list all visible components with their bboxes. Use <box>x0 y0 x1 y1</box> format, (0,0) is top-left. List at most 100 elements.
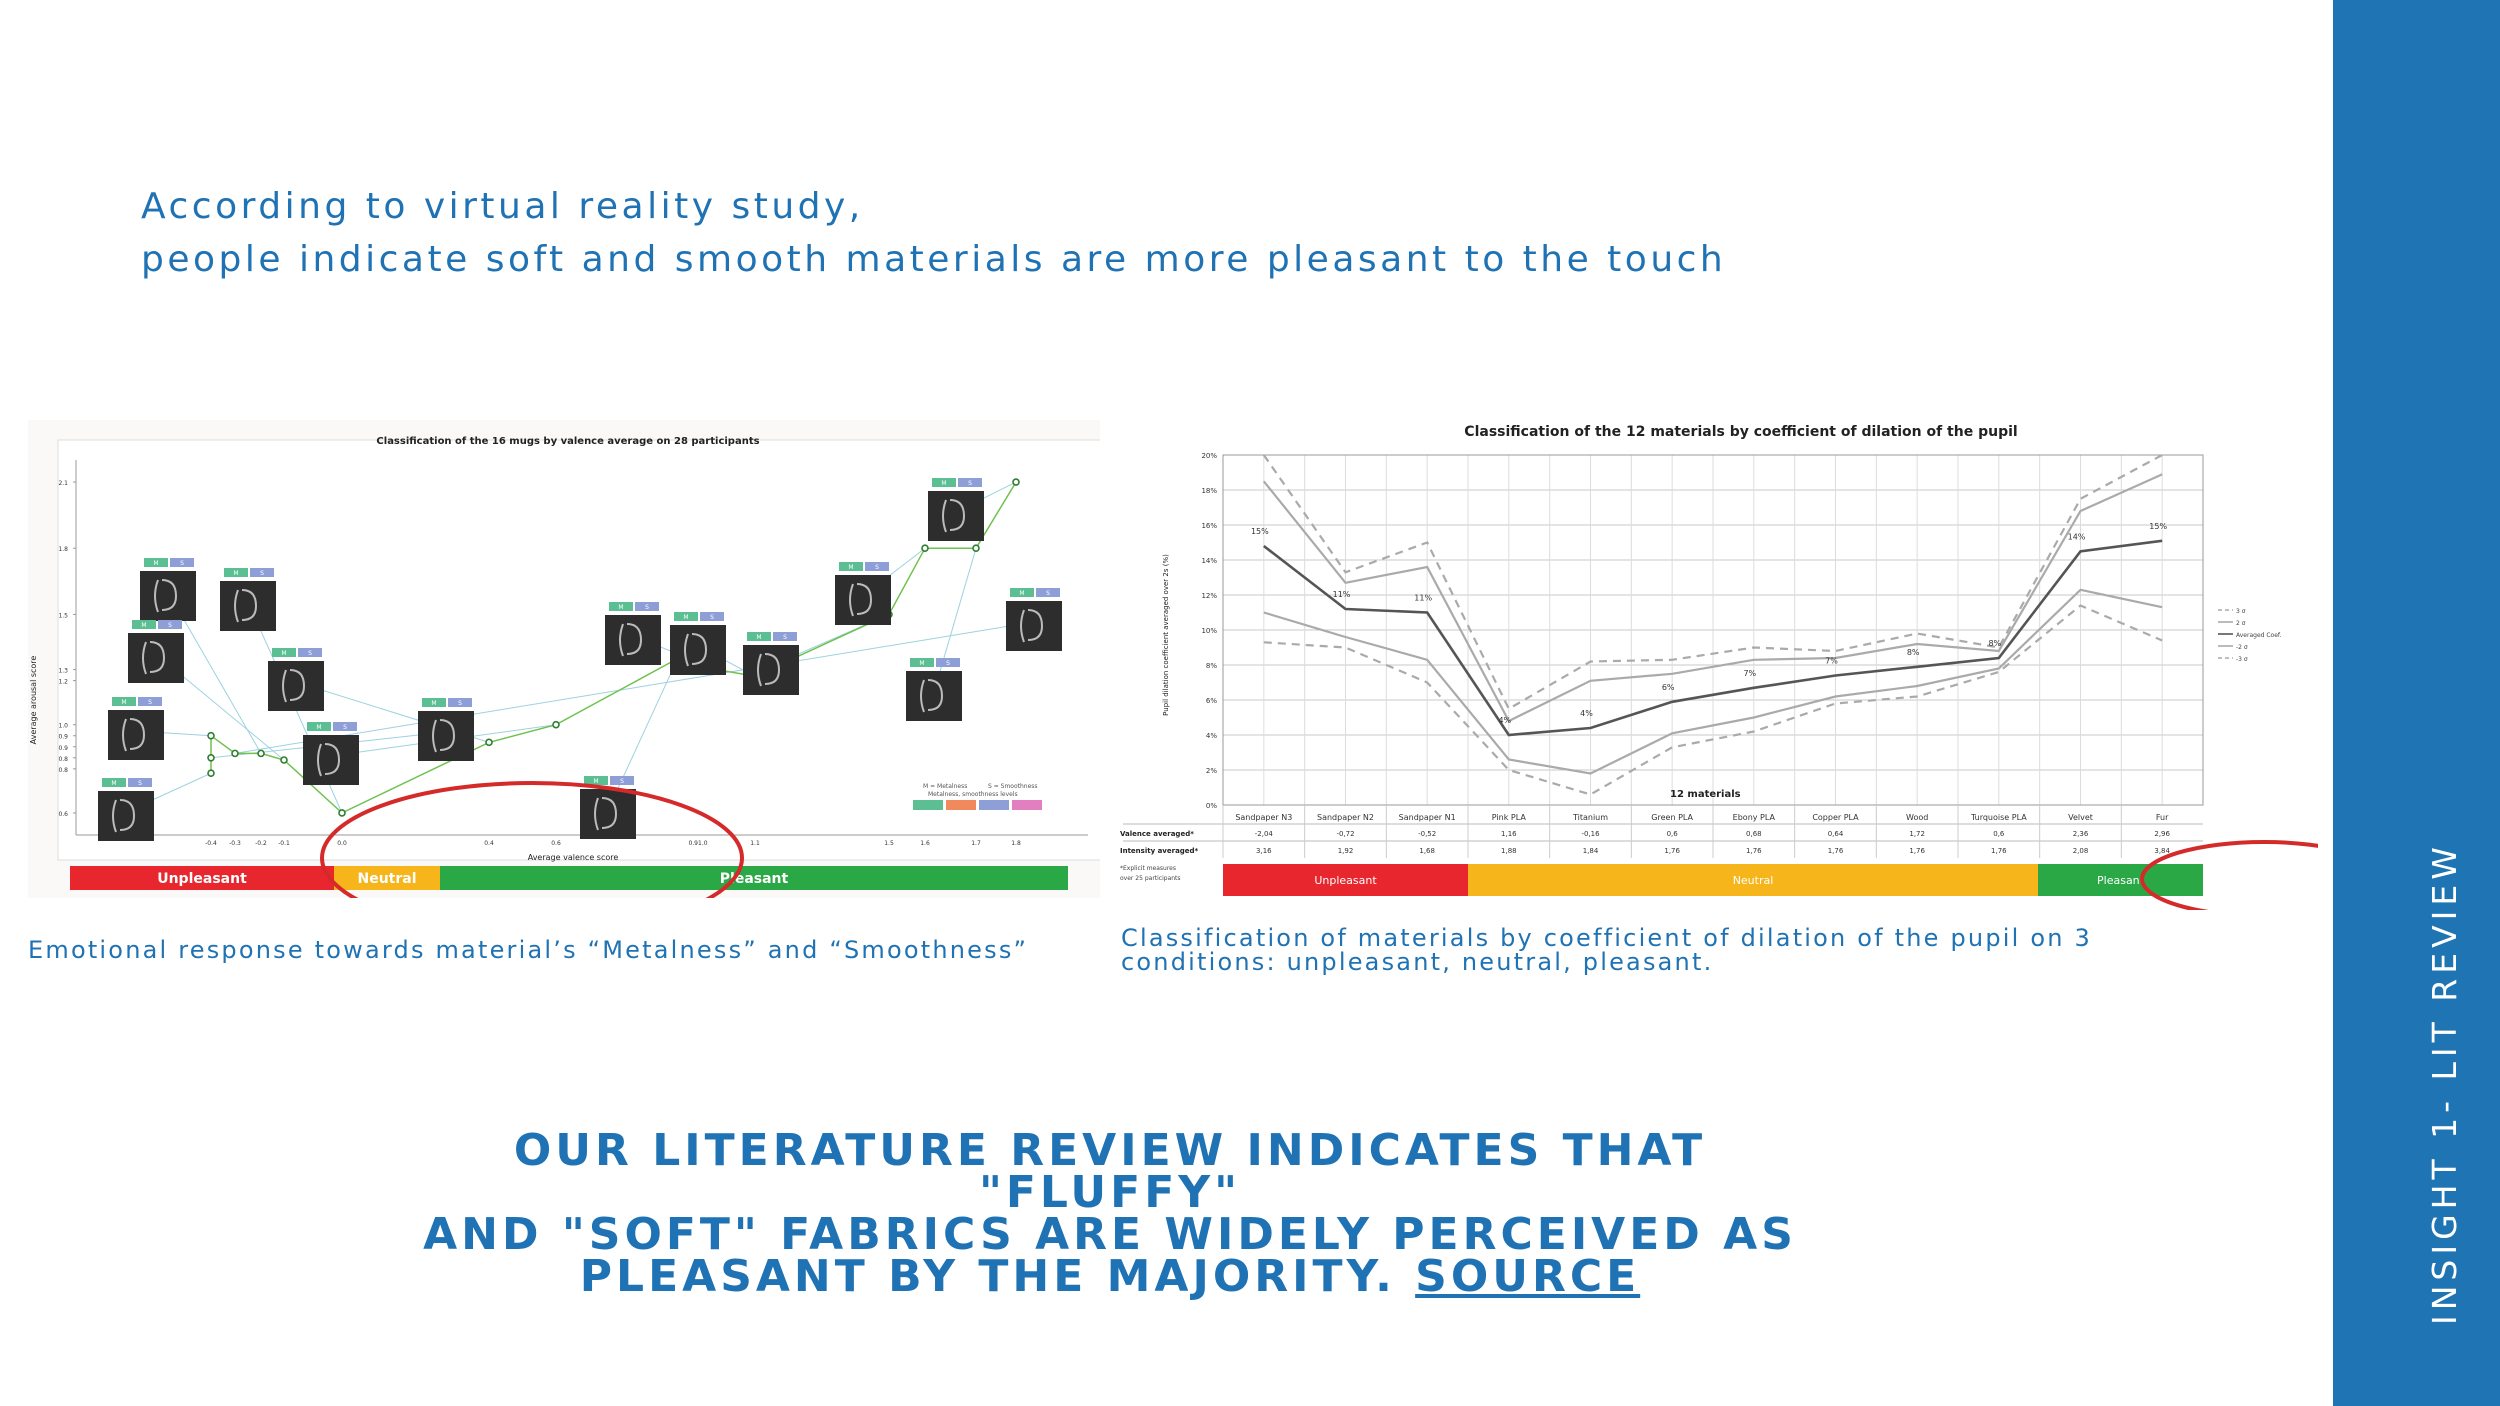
tag-label: M <box>431 700 436 707</box>
zone-pleasant <box>440 866 1068 890</box>
tag-label: M <box>919 660 924 667</box>
y-tick-label: 18% <box>1201 487 1217 495</box>
tag-label: S <box>710 614 714 621</box>
intensity-cell: 3,84 <box>2154 847 2170 855</box>
pupil-dilation-chart: Classification of the 12 materials by co… <box>1120 424 2318 910</box>
valence-cell: 0,68 <box>1746 830 1762 838</box>
zone-label: Pleasant <box>2097 874 2145 887</box>
zone-unpleasant <box>70 866 334 890</box>
x-tick-label: 1.1 <box>750 840 760 847</box>
data-label: 11% <box>1414 594 1432 603</box>
y-tick-label: 0.8 <box>58 756 68 763</box>
y-tick-label: 1.0 <box>58 723 68 730</box>
tag-label: S <box>180 560 184 567</box>
tag-label: S <box>308 650 312 657</box>
tag-label: M <box>316 724 321 731</box>
tag-label: M <box>756 634 761 641</box>
x-axis-label: Average valence score <box>528 853 619 862</box>
conclusion-line-2: AND "SOFT" FABRICS ARE WIDELY PERCEIVED … <box>423 1209 1797 1260</box>
category-label: Ebony PLA <box>1733 813 1776 822</box>
y-tick-label: 0.8 <box>58 767 68 774</box>
valence-cell: -2,04 <box>1255 830 1274 838</box>
x-tick-label: 0.91.0 <box>688 840 707 847</box>
data-point <box>972 544 980 553</box>
valence-arousal-chart: Classification of the 16 mugs by valence… <box>29 436 1100 898</box>
legend-item: M = Metalness <box>923 783 967 790</box>
y-tick-label: 20% <box>1201 452 1217 460</box>
category-label: Pink PLA <box>1492 813 1527 822</box>
data-point <box>257 749 265 758</box>
tag-label: M <box>153 560 158 567</box>
y-tick-label: 0.6 <box>58 811 68 818</box>
legend-item: 3 σ <box>2236 608 2246 615</box>
tag-label: S <box>343 724 347 731</box>
tag-label: S <box>783 634 787 641</box>
x-tick-label: 1.5 <box>884 840 894 847</box>
valence-cell: 1,72 <box>1909 830 1925 838</box>
highlight-ellipse <box>2140 840 2318 910</box>
intensity-cell: 1,76 <box>1991 847 2007 855</box>
chart-legend: M = Metalness S = Smoothness Metalness, … <box>913 783 1042 810</box>
right-figure: Classification of the 12 materials by co… <box>1118 420 2318 910</box>
category-label: Fur <box>2156 813 2169 822</box>
valence-cell: 2,36 <box>2073 830 2089 838</box>
category-label: Turquoise PLA <box>1970 813 2027 822</box>
legend-item: 2 σ <box>2236 620 2246 627</box>
right-caption: Classification of materials by coefficie… <box>1121 924 2092 976</box>
y-tick-label: 16% <box>1201 522 1217 530</box>
left-caption: Emotional response towards material’s “M… <box>28 936 1029 964</box>
valence-cell: 1,16 <box>1501 830 1517 838</box>
legend-item: -3 σ <box>2236 656 2248 663</box>
legend-item: Metalness, smoothness levels <box>928 791 1018 798</box>
x-tick-label: 1.6 <box>920 840 930 847</box>
data-label: 11% <box>1333 590 1351 599</box>
zone-unpleasant <box>1223 864 1468 896</box>
y-tick-label: 10% <box>1201 627 1217 635</box>
tag-label: M <box>111 780 116 787</box>
tag-label: S <box>458 700 462 707</box>
y-tick-label: 4% <box>1206 732 1217 740</box>
y-tick-label: 8% <box>1206 662 1217 670</box>
series-line <box>1262 454 2163 711</box>
valence-cell: 0,64 <box>1828 830 1844 838</box>
zone-label: Neutral <box>1733 874 1774 887</box>
zone-label: Neutral <box>357 871 416 887</box>
data-point <box>552 720 560 729</box>
zone-label: Unpleasant <box>1314 874 1377 887</box>
x-tick-label: -0.4 <box>205 840 217 847</box>
intensity-cell: 1,76 <box>1746 847 1762 855</box>
conclusion-line-3: PLEASANT BY THE MAJORITY. SOURCE <box>400 1255 1820 1299</box>
series-line <box>1262 473 2163 723</box>
data-point <box>207 731 215 740</box>
tag-label: M <box>281 650 286 657</box>
tag-label: S <box>968 480 972 487</box>
tag-label: M <box>941 480 946 487</box>
footnote: *Explicit measures <box>1120 865 1176 872</box>
series-line <box>210 481 1017 814</box>
valence-cell: 0,6 <box>1667 830 1679 838</box>
row-label: Valence averaged* <box>1120 830 1194 838</box>
conclusion-line-3-text: PLEASANT BY THE MAJORITY. <box>579 1251 1396 1302</box>
legend-item: -2 σ <box>2236 644 2248 651</box>
data-point <box>280 756 288 764</box>
data-label: 14% <box>2068 532 2086 541</box>
data-point <box>207 753 215 762</box>
intro-text: According to virtual reality study, peop… <box>141 180 1726 286</box>
legend-item: Averaged Coef. <box>2236 632 2282 639</box>
chart-title: Classification of the 12 materials by co… <box>1464 424 2017 440</box>
y-tick-label: 2% <box>1206 767 1217 775</box>
source-link[interactable]: SOURCE <box>1415 1251 1641 1302</box>
data-label: 4% <box>1498 716 1511 725</box>
chart-legend: 3 σ 2 σ Averaged Coef. -2 σ -3 σ <box>2218 608 2282 663</box>
y-tick-label: 1.2 <box>58 679 68 686</box>
x-tick-label: 0.6 <box>551 840 561 847</box>
intensity-cell: 1,92 <box>1338 847 1354 855</box>
category-label: Green PLA <box>1651 813 1693 822</box>
data-point <box>338 809 346 817</box>
zone-pleasant <box>2038 864 2203 896</box>
intensity-cell: 1,76 <box>1664 847 1680 855</box>
